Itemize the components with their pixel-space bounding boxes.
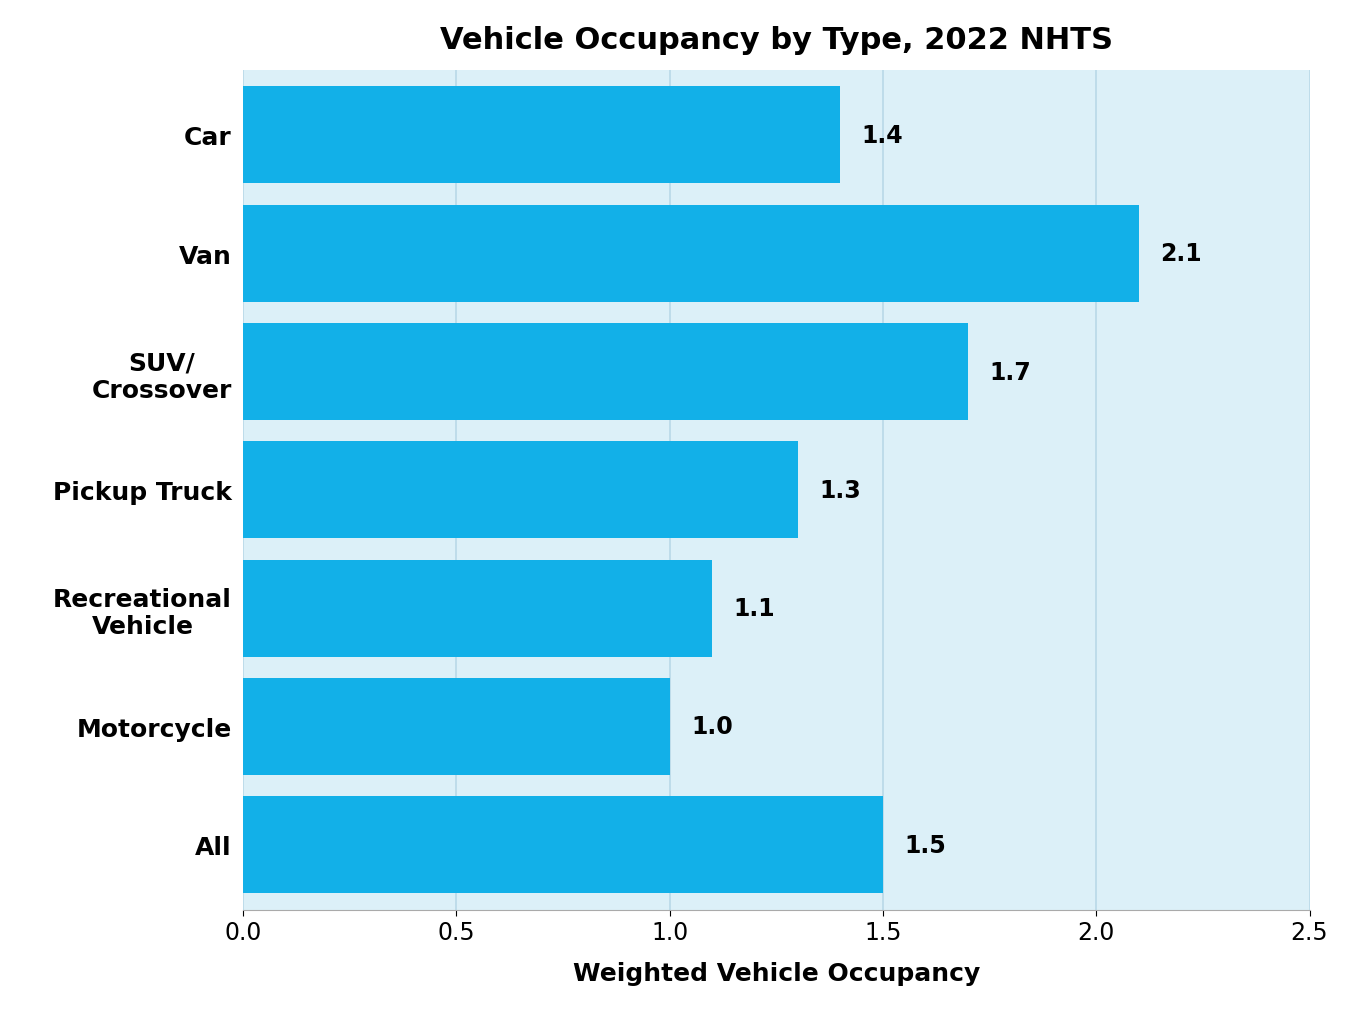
Bar — [243, 442, 798, 539]
Text: 1.1: 1.1 — [733, 596, 775, 621]
Text: 1.3: 1.3 — [819, 478, 861, 502]
Bar — [243, 324, 968, 421]
Text: 1.4: 1.4 — [861, 123, 903, 148]
Bar — [243, 560, 713, 657]
Title: Vehicle Occupancy by Type, 2022 NHTS: Vehicle Occupancy by Type, 2022 NHTS — [440, 25, 1112, 55]
Text: 1.0: 1.0 — [691, 715, 733, 739]
Bar — [243, 797, 883, 894]
X-axis label: Weighted Vehicle Occupancy: Weighted Vehicle Occupancy — [572, 960, 980, 985]
Bar — [243, 205, 1139, 302]
Bar — [243, 678, 670, 775]
Text: 1.5: 1.5 — [904, 833, 946, 857]
Text: 2.1: 2.1 — [1160, 242, 1202, 266]
Bar — [243, 87, 840, 184]
Text: 1.7: 1.7 — [990, 360, 1031, 384]
